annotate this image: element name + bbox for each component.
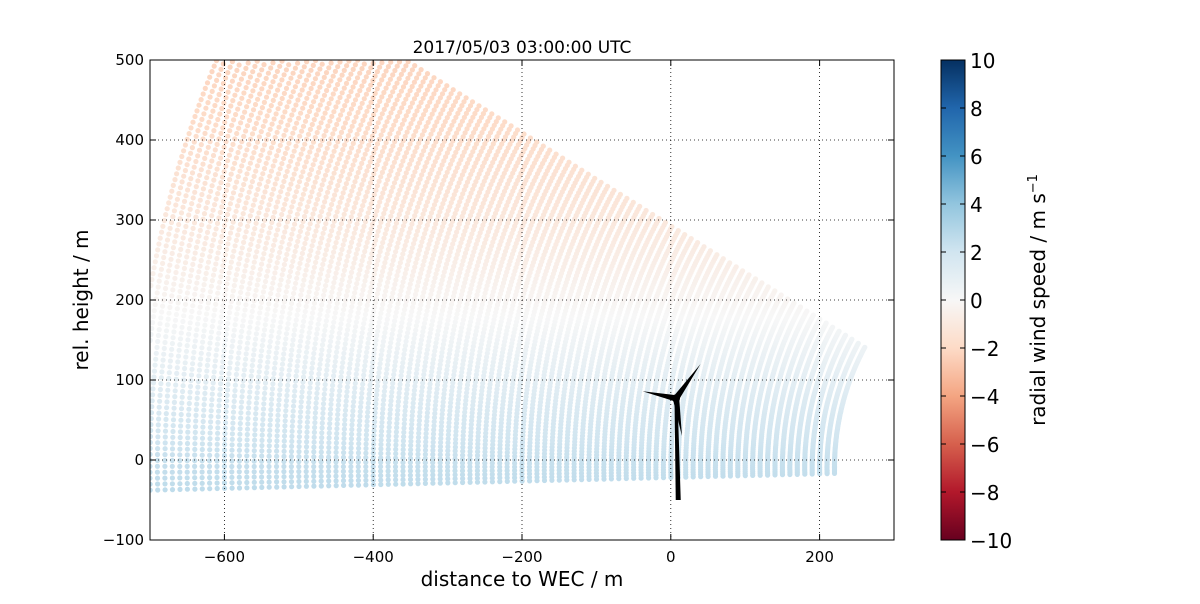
scan-point [572,163,579,169]
scan-point [765,284,771,290]
scan-point [553,151,559,157]
scan-point [759,280,765,286]
scan-point [701,244,707,250]
scan-point [740,268,746,274]
scan-point [624,195,630,201]
scan-point [849,336,855,342]
scan-point [797,304,804,310]
scan-point [733,264,739,270]
scan-point [746,272,752,278]
scan-point [579,167,585,173]
scan-point [547,147,553,153]
scan-point [778,292,784,298]
scan-point [605,183,611,189]
scan-point [669,224,675,230]
scan-point [688,236,694,242]
scan-point [862,344,868,350]
scan-point [785,296,791,302]
scan-point [752,276,759,282]
scan-point [695,240,701,246]
scan-point [617,191,624,197]
scan-point [585,171,591,177]
scan-point [643,207,649,214]
scan-point [810,312,816,318]
scan-point [630,199,636,205]
scan-point [682,232,688,238]
scan-point [662,219,669,226]
scan-point [720,256,726,262]
scatter-points [150,60,868,493]
scan-point [727,260,733,266]
scan-point [791,300,797,306]
scan-point [611,187,617,193]
scan-point [842,332,849,338]
scan-point [675,228,681,234]
scan-point [560,155,566,161]
scan-point [855,340,861,346]
scan-point [592,175,598,181]
scan-point [836,328,842,334]
scan-point [707,248,714,254]
scan-point [714,252,720,258]
scan-point [650,211,656,218]
scan-point [830,324,836,330]
scan-point [637,203,643,209]
scan-point [772,288,778,294]
scan-point [540,143,546,149]
scan-point [598,179,604,185]
scan-point [566,159,572,165]
scan-point [804,308,810,314]
scan-point [823,320,829,326]
